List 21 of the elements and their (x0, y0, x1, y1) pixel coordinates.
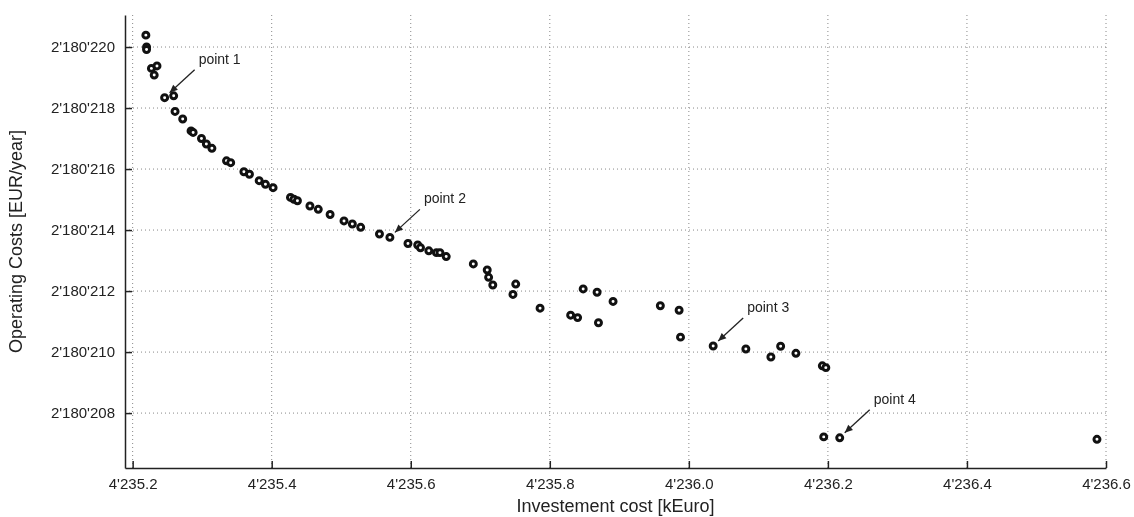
annotation: point 3 (747, 298, 790, 315)
y-tick-label: 2'180'212 (50, 282, 115, 300)
y-tick-label: 2'180'210 (50, 343, 115, 361)
annotation: point 2 (423, 190, 467, 207)
x-tick-label: 4'235.2 (108, 474, 158, 492)
y-tick-label: 2'180'214 (50, 221, 115, 239)
x-tick-label: 4'236.0 (664, 474, 714, 492)
annotation: point 1 (198, 50, 241, 67)
x-tick-label: 4'235.6 (386, 474, 436, 492)
y-tick-label: 2'180'208 (50, 404, 115, 422)
annotation: point 4 (873, 390, 916, 407)
x-tick-label: 4'236.4 (943, 474, 992, 492)
x-tick-label: 4'235.8 (525, 474, 575, 492)
y-tick-label: 2'180'220 (50, 38, 115, 56)
y-tick-label: 2'180'216 (50, 160, 115, 178)
x-tick-label: 4'236.2 (804, 474, 853, 492)
x-axis-title: Investement cost [kEuro] (516, 496, 715, 516)
x-tick-label: 4'236.6 (1082, 474, 1131, 492)
x-tick-label: 4'235.4 (247, 474, 297, 492)
y-tick-label: 2'180'218 (50, 99, 115, 117)
y-axis-title: Operating Costs [EUR/year] (6, 129, 26, 354)
